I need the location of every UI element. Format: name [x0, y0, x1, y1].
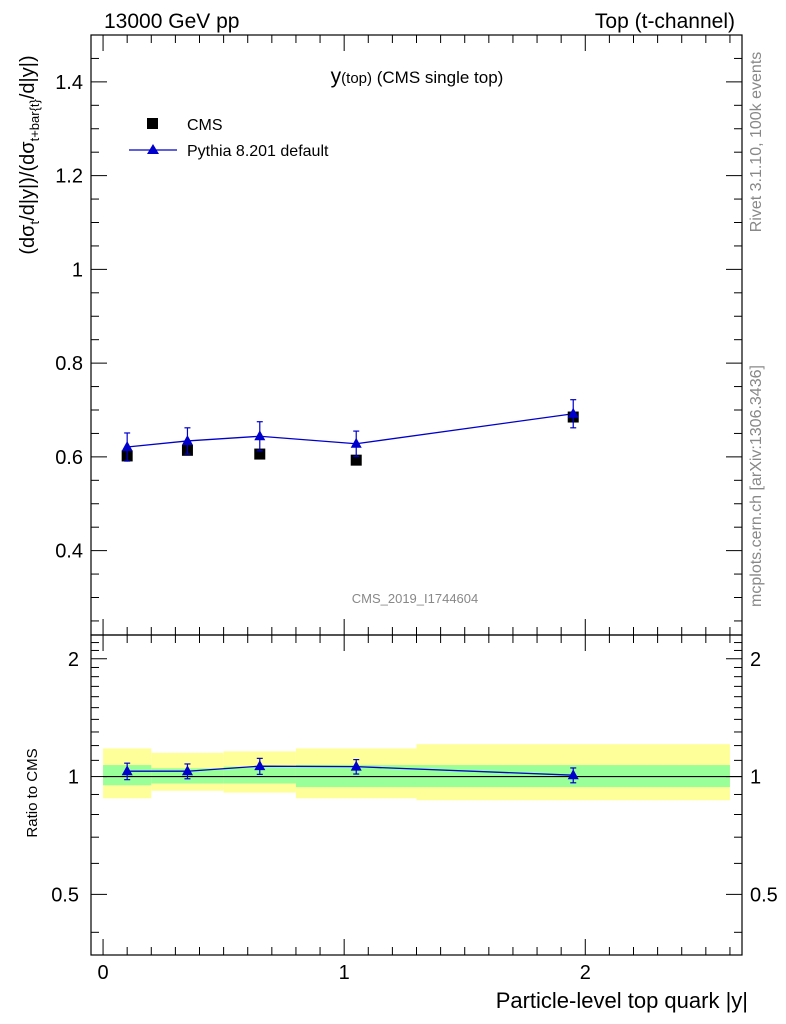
header-right: Top (t-channel)	[595, 10, 735, 33]
legend-data-label: CMS	[187, 117, 223, 134]
main-ytick-label: 1.2	[55, 166, 83, 188]
x-tick-label: 0	[97, 962, 108, 984]
ratio-band-inner	[223, 766, 296, 784]
xlabel: Particle-level top quark |y|	[496, 988, 748, 1013]
main-ylabel: (dσt/d|y|)/(dσt+bar{t}/d|y|)	[17, 55, 42, 254]
ratio-point	[567, 769, 579, 780]
main-ytick-label: 0.8	[55, 353, 83, 375]
x-tick-label: 2	[580, 962, 591, 984]
mc-point	[121, 441, 133, 452]
ratio-ylabel: Ratio to CMS	[24, 748, 41, 837]
main-ytick-label: 1.4	[55, 72, 83, 94]
legend-mc-label: Pythia 8.201 default	[187, 143, 329, 160]
ratio-point	[254, 760, 266, 771]
plot-title: y(top) (CMS single top)	[331, 65, 504, 88]
ratio-point	[350, 760, 362, 771]
x-tick-labels: 0 1 2	[97, 962, 590, 984]
ratio-data-marks	[121, 757, 579, 784]
main-ticks	[91, 35, 742, 635]
legend-data-marker	[147, 118, 158, 129]
mc-point	[254, 430, 266, 441]
header-left: 13000 GeV pp	[104, 10, 239, 33]
ratio-point	[121, 765, 133, 776]
ratio-ytick-label-right: 0.5	[750, 884, 778, 906]
ratio-ytick-label: 2	[68, 649, 79, 671]
legend-mc-marker	[147, 144, 159, 154]
mc-point	[567, 407, 579, 418]
ratio-ytick-labels: 0.5 0.5 1 1 2 2	[51, 649, 778, 907]
main-ytick-label: 1	[72, 259, 83, 281]
x-tick-label: 1	[339, 962, 350, 984]
plot-title-sub: (top)	[341, 70, 372, 87]
ratio-ytick-label: 0.5	[51, 884, 79, 906]
ratio-ytick-label-right: 1	[750, 767, 761, 789]
plot-title-rest: (CMS single top)	[372, 68, 503, 87]
ratio-bands	[103, 744, 742, 801]
ratio-point	[181, 765, 193, 776]
ratio-ytick-label: 1	[68, 767, 79, 789]
mc-point	[181, 434, 193, 445]
watermark: CMS_2019_I1744604	[352, 591, 479, 606]
mc-point	[350, 437, 362, 448]
rivet-label: Rivet 3.1.10, 100k events	[748, 52, 765, 233]
ratio-ticks	[91, 635, 742, 955]
main-panel: 0.4 0.6 0.8 1 1.2 1.4 y(top) (CMS single top)…	[17, 34, 743, 636]
main-ytick-labels: 0.4 0.6 0.8 1 1.2 1.4	[55, 72, 83, 563]
main-data-marks	[121, 399, 579, 466]
plot-title-main: y	[331, 65, 342, 88]
legend: CMS Pythia 8.201 default	[129, 117, 329, 160]
ratio-panel: 0.5 0.5 1 1 2 2 0 1 2 Ratio to CMS Particle-lev…	[24, 634, 778, 1013]
main-ytick-label: 0.6	[55, 447, 83, 469]
mc-series-line	[127, 413, 574, 448]
cms-point	[350, 454, 362, 466]
main-ytick-label: 0.4	[55, 541, 83, 563]
ratio-ytick-label-right: 2	[750, 649, 761, 671]
source-label: mcplots.cern.ch [arXiv:1306.3436]	[748, 365, 765, 607]
cms-point	[254, 448, 266, 460]
